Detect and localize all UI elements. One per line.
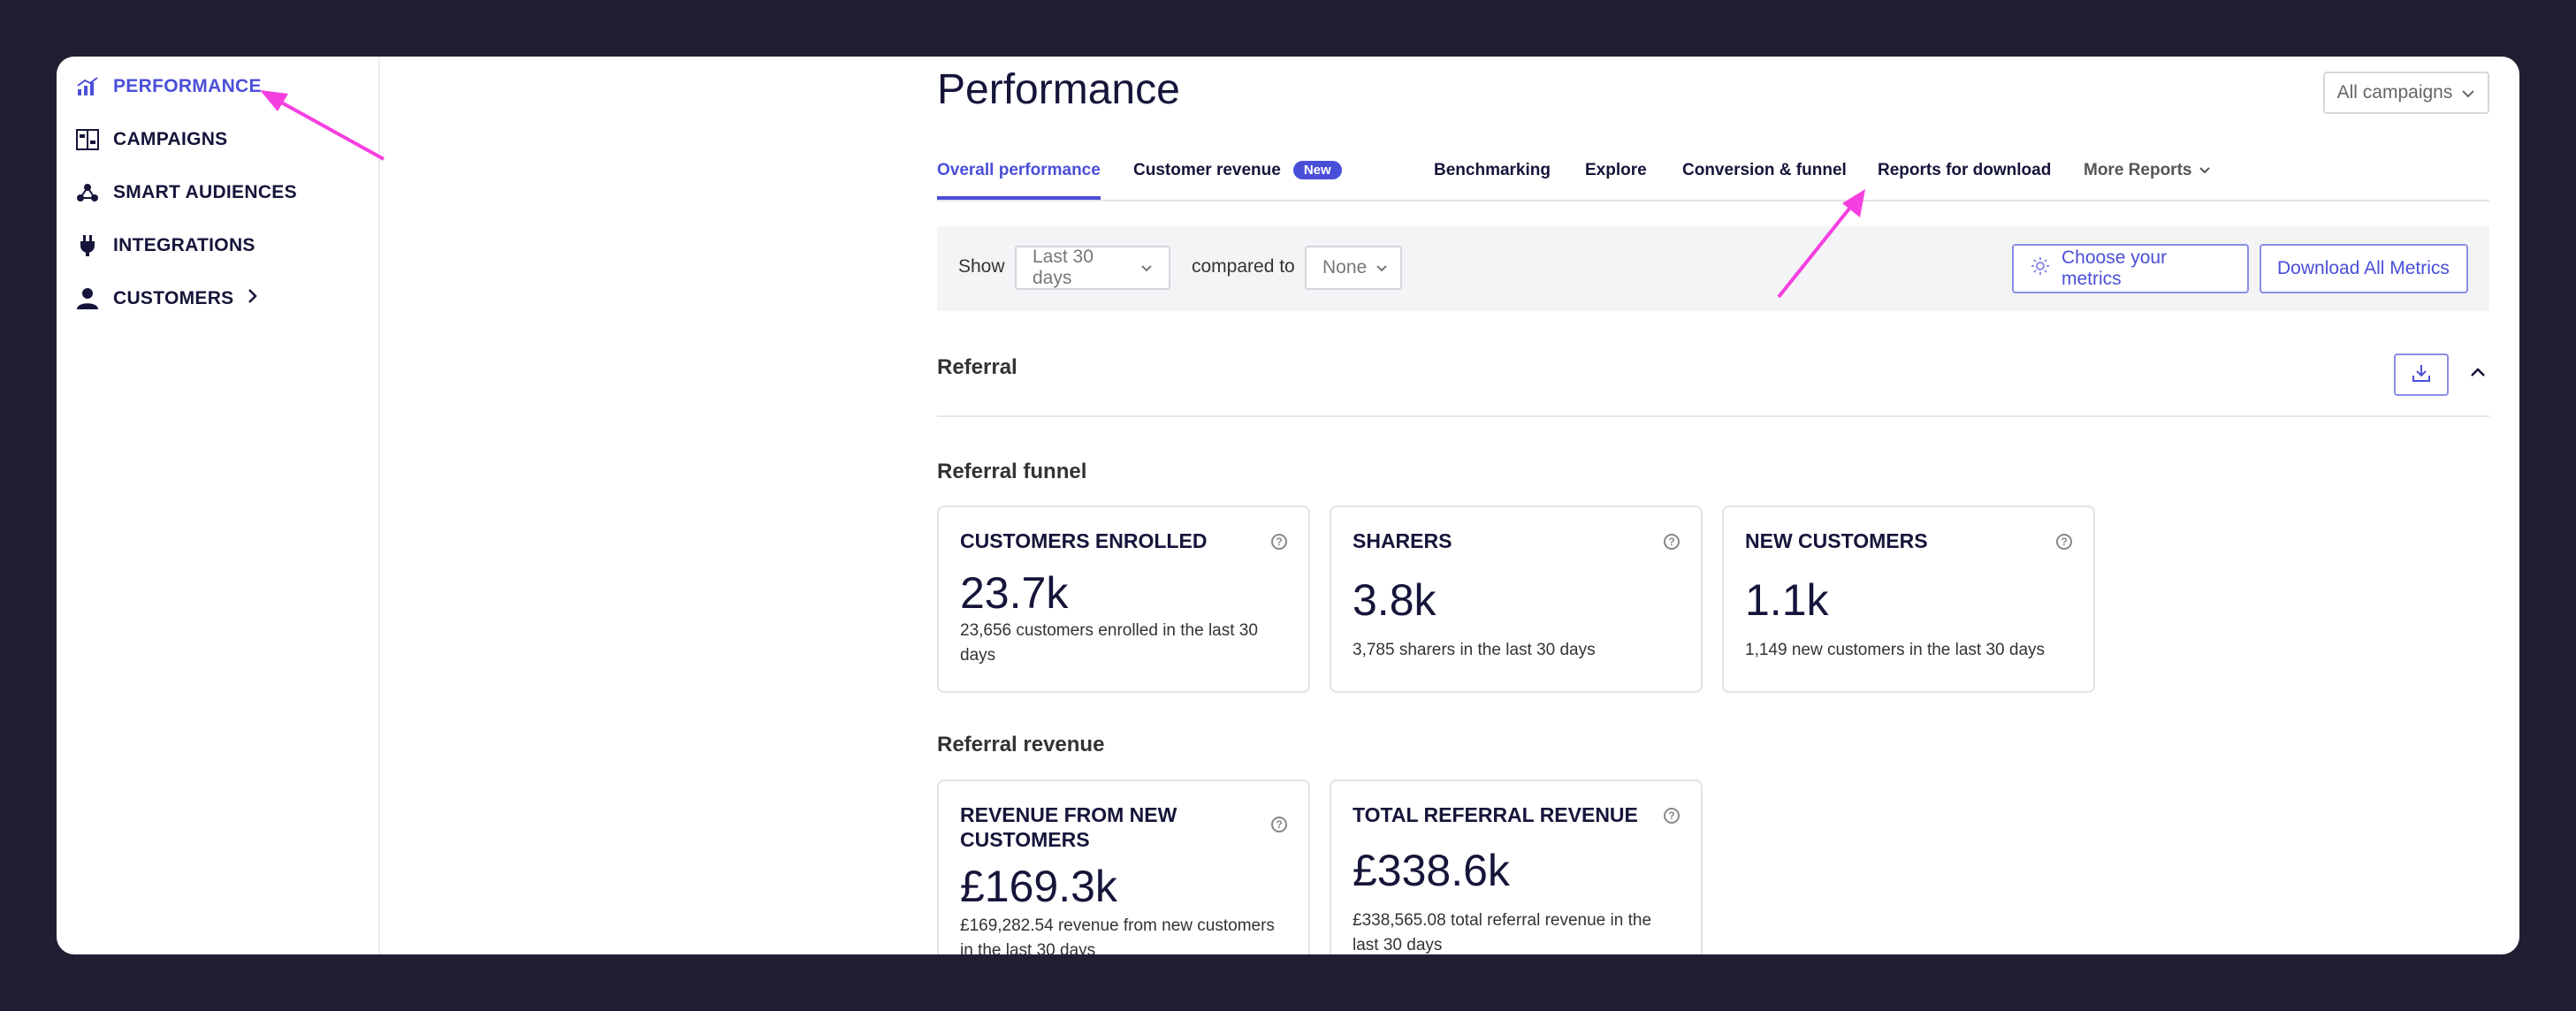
- compare-select[interactable]: None: [1305, 246, 1402, 290]
- referral-funnel-title: Referral funnel: [937, 460, 1087, 483]
- sidebar-item-label: INTEGRATIONS: [113, 235, 255, 255]
- chevron-right-icon: [247, 288, 257, 309]
- app-window: PERFORMANCE CAMPAIGNS SMART AUDIENCES IN…: [57, 57, 2519, 954]
- sidebar-item-campaigns[interactable]: CAMPAIGNS: [74, 120, 227, 159]
- period-select[interactable]: Last 30 days: [1015, 246, 1170, 290]
- card-title: SHARERS: [1353, 529, 1452, 552]
- period-select-value: Last 30 days: [1033, 247, 1094, 288]
- choose-metrics-button[interactable]: Choose your metrics: [2012, 244, 2249, 293]
- sidebar: PERFORMANCE CAMPAIGNS SMART AUDIENCES IN…: [57, 57, 380, 954]
- collapse-section-button[interactable]: [2470, 366, 2489, 385]
- choose-metrics-label: Choose your metrics: [2062, 247, 2168, 289]
- help-icon[interactable]: ?: [1664, 534, 1680, 550]
- tab-label: Reports for download: [1878, 161, 2052, 179]
- tab-label: Customer revenue: [1133, 161, 1281, 179]
- section-divider: [937, 415, 2489, 417]
- compare-select-value: None: [1322, 257, 1368, 277]
- compared-to-label: compared to: [1192, 256, 1295, 277]
- tab-conversion-funnel[interactable]: Conversion & funnel: [1682, 154, 1847, 200]
- referral-section-title: Referral: [937, 355, 1017, 379]
- download-all-label: Download All Metrics: [2277, 258, 2450, 278]
- chevron-down-icon: [1376, 257, 1388, 278]
- campaign-icon: [74, 126, 101, 153]
- sidebar-item-smart-audiences[interactable]: SMART AUDIENCES: [74, 173, 297, 212]
- card-value: 23.7k: [960, 568, 1069, 618]
- page-title: Performance: [937, 66, 1180, 113]
- help-icon[interactable]: ?: [2056, 534, 2072, 550]
- card-title: CUSTOMERS ENROLLED: [960, 529, 1208, 552]
- metric-card-revenue-new-customers: REVENUE FROM NEW CUSTOMERS ? £169.3k £16…: [937, 779, 1310, 954]
- tab-label: Overall performance: [937, 161, 1101, 179]
- download-all-metrics-button[interactable]: Download All Metrics: [2260, 244, 2468, 293]
- help-icon[interactable]: ?: [1664, 808, 1680, 824]
- card-title: NEW CUSTOMERS: [1745, 529, 1928, 552]
- help-icon[interactable]: ?: [1271, 534, 1287, 550]
- card-title: TOTAL REFERRAL REVENUE: [1353, 803, 1638, 826]
- tab-label: Explore: [1585, 161, 1647, 179]
- tab-explore[interactable]: Explore: [1585, 154, 1647, 200]
- card-description: £338,565.08 total referral revenue in th…: [1353, 911, 1652, 954]
- card-value: £338.6k: [1353, 846, 1510, 895]
- gear-icon: [2030, 255, 2051, 282]
- filter-bar: Show Last 30 days compared to None Choos…: [937, 226, 2489, 311]
- tab-overall-performance[interactable]: Overall performance: [937, 154, 1101, 200]
- card-title: REVENUE FROM NEW CUSTOMERS: [960, 803, 1177, 851]
- tab-label: Conversion & funnel: [1682, 161, 1847, 179]
- card-value: 3.8k: [1353, 575, 1437, 625]
- card-description: £169,282.54 revenue from new customers i…: [960, 916, 1275, 954]
- chevron-down-icon: [1140, 257, 1153, 278]
- tab-more-reports[interactable]: More Reports: [2084, 154, 2211, 200]
- plug-icon: [74, 232, 101, 259]
- chevron-down-icon: [2461, 82, 2475, 103]
- new-badge: New: [1292, 161, 1342, 179]
- campaign-select-value: All campaigns: [2336, 82, 2453, 103]
- card-description: 3,785 sharers in the last 30 days: [1353, 641, 1596, 659]
- sidebar-item-customers[interactable]: CUSTOMERS: [74, 279, 257, 318]
- tab-bar: Overall performance Customer revenue New…: [937, 154, 2489, 201]
- tab-label: Benchmarking: [1434, 161, 1551, 179]
- tab-label: More Reports: [2084, 161, 2192, 179]
- card-value: 1.1k: [1745, 575, 1829, 625]
- tab-customer-revenue[interactable]: Customer revenue New: [1133, 154, 1342, 200]
- card-description: 23,656 customers enrolled in the last 30…: [960, 621, 1258, 665]
- metric-card-new-customers: NEW CUSTOMERS ? 1.1k 1,149 new customers…: [1722, 506, 2095, 693]
- card-description: 1,149 new customers in the last 30 days: [1745, 641, 2046, 659]
- metric-card-sharers: SHARERS ? 3.8k 3,785 sharers in the last…: [1330, 506, 1703, 693]
- sidebar-item-performance[interactable]: PERFORMANCE: [74, 67, 262, 106]
- chevron-down-icon: [2199, 161, 2211, 180]
- chevron-up-icon: [2470, 366, 2486, 381]
- campaign-select[interactable]: All campaigns: [2323, 72, 2489, 114]
- main-content: Performance All campaigns Overall perfor…: [937, 57, 2489, 954]
- show-label: Show: [958, 256, 1005, 277]
- sidebar-item-label: SMART AUDIENCES: [113, 182, 297, 202]
- tab-benchmarking[interactable]: Benchmarking: [1434, 154, 1551, 200]
- person-icon: [74, 285, 101, 312]
- download-icon: [2412, 363, 2431, 387]
- sidebar-item-label: CAMPAIGNS: [113, 129, 228, 149]
- tab-reports-for-download[interactable]: Reports for download: [1878, 154, 2051, 200]
- sidebar-item-label: CUSTOMERS: [113, 288, 234, 308]
- sidebar-item-label: PERFORMANCE: [113, 76, 262, 96]
- sidebar-item-integrations[interactable]: INTEGRATIONS: [74, 226, 255, 265]
- metric-card-customers-enrolled: CUSTOMERS ENROLLED ? 23.7k 23,656 custom…: [937, 506, 1310, 693]
- audience-icon: [74, 179, 101, 206]
- metric-card-total-referral-revenue: TOTAL REFERRAL REVENUE ? £338.6k £338,56…: [1330, 779, 1703, 954]
- card-value: £169.3k: [960, 862, 1117, 911]
- chart-bars-icon: [74, 73, 101, 100]
- help-icon[interactable]: ?: [1271, 817, 1287, 832]
- referral-revenue-title: Referral revenue: [937, 733, 1105, 756]
- download-section-button[interactable]: [2394, 353, 2449, 396]
